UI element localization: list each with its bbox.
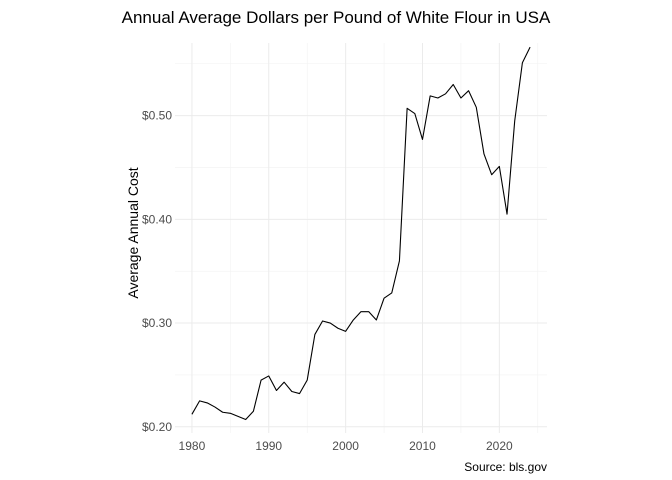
x-tick-label: 2020: [486, 439, 513, 453]
series-layer: [191, 46, 531, 421]
x-tick-label: 2000: [332, 439, 359, 453]
y-tick-label: $0.30: [142, 316, 172, 330]
y-axis-label: Average Annual Cost: [125, 167, 141, 298]
x-tick-label: 2010: [409, 439, 436, 453]
y-tick-label: $0.20: [142, 420, 172, 434]
gridlines: [175, 43, 547, 433]
y-axis-ticks: $0.20 $0.30 $0.40 $0.50: [142, 109, 172, 434]
x-tick-label: 1980: [179, 439, 206, 453]
x-tick-label: 1990: [255, 439, 282, 453]
source-caption: Source: bls.gov: [464, 460, 547, 474]
y-tick-label: $0.50: [142, 109, 172, 123]
x-axis-ticks: 1980 1990 2000 2010 2020: [179, 439, 513, 453]
chart-title: Annual Average Dollars per Pound of Whit…: [122, 8, 551, 27]
y-tick-label: $0.40: [142, 212, 172, 226]
series-line: [191, 46, 531, 421]
